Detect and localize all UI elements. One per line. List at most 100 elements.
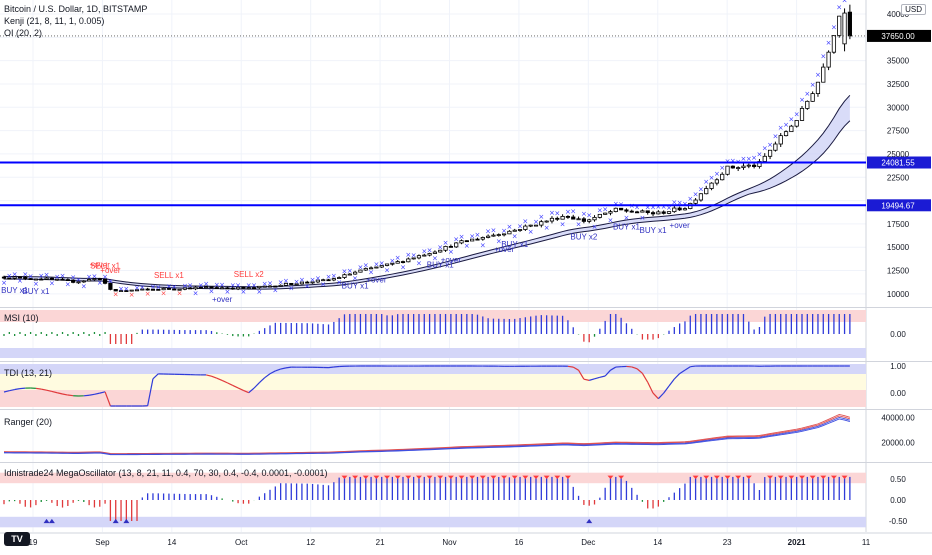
signal-label: SELL x1 [154, 271, 184, 280]
tdi-title[interactable]: TDI (13, 21) [4, 368, 52, 378]
kenji-marker: × [240, 288, 246, 296]
tradingview-logo[interactable]: TV [4, 532, 30, 546]
indicator-kenji-label[interactable]: Kenji (21, 8, 11, 1, 0.005) [4, 16, 104, 26]
candle-body [492, 235, 495, 236]
candle-body [417, 256, 420, 258]
candle-body [784, 132, 787, 136]
candle-body [545, 221, 548, 222]
candle-body [763, 156, 766, 161]
kenji-marker: × [794, 111, 800, 119]
price-tick-label: 17500 [887, 220, 910, 229]
candle-body [838, 16, 841, 35]
candle-body [752, 165, 755, 166]
candle-body [816, 82, 819, 93]
kenji-marker: × [187, 281, 193, 289]
signal-label: +over [100, 266, 121, 275]
candle-body [832, 36, 835, 53]
candle-body [481, 237, 484, 239]
symbol-title[interactable]: Bitcoin / U.S. Dollar, 1D, BITSTAMP [4, 4, 147, 14]
tdi-line-segment [68, 395, 73, 396]
time-tick-label: Oct [235, 538, 248, 547]
kenji-marker: × [161, 290, 167, 298]
kenji-marker: × [831, 23, 837, 31]
candle-body [811, 94, 814, 102]
candle-body [774, 144, 777, 150]
time-tick-label: 21 [376, 538, 385, 547]
candle-body [699, 194, 702, 200]
megaoscillator-title[interactable]: Idnistrade24 MegaOscillator (13, 8, 21, … [4, 468, 328, 478]
candle-body [673, 208, 676, 212]
time-tick-label: 16 [514, 538, 523, 547]
time-tick-label: 12 [306, 538, 315, 547]
time-tick-label: 14 [653, 538, 662, 547]
tdi-line-segment [626, 366, 631, 367]
currency-label[interactable]: USD [901, 4, 926, 15]
kenji-marker: × [512, 232, 518, 240]
kenji-marker: × [810, 81, 816, 89]
kenji-marker: × [560, 221, 566, 229]
kenji-marker: × [815, 71, 821, 79]
msi-title[interactable]: MSI (10) [4, 313, 39, 323]
level-price-text: 24081.55 [881, 159, 915, 168]
candle-body [588, 220, 591, 222]
ranger-title[interactable]: Ranger (20) [4, 417, 52, 427]
candle-body [460, 241, 463, 243]
kenji-marker: × [411, 252, 417, 260]
candle-body [476, 239, 479, 240]
mega-tick-label: 0.00 [890, 496, 906, 505]
time-tick-label: 2021 [788, 538, 806, 547]
level-price-text: 19494.67 [881, 201, 915, 210]
signal-label: +over [212, 295, 233, 304]
mega-tick-label: 0.50 [890, 475, 906, 484]
signal-label: BUY x1 [613, 222, 641, 231]
kenji-marker: × [177, 289, 183, 297]
kenji-marker: × [506, 223, 512, 231]
signal-label: +over [670, 221, 691, 230]
signal-label: BUY x1 [342, 282, 370, 291]
msi-tick-label: 0.00 [890, 330, 906, 339]
last-price-text: 37650.00 [881, 32, 915, 41]
candle-body [843, 13, 846, 44]
time-tick-label: 11 [862, 538, 871, 547]
kenji-marker: × [475, 231, 481, 239]
kenji-marker: × [804, 90, 810, 98]
signal-label: SELL x2 [234, 270, 264, 279]
kenji-marker: × [193, 290, 199, 298]
candle-body [630, 211, 633, 212]
signal-label: BUY x1 [22, 287, 50, 296]
candle-body [486, 236, 489, 237]
candle-body [694, 200, 697, 203]
candle-body [736, 168, 739, 169]
candle-body [540, 222, 543, 225]
candle-body [800, 108, 803, 120]
candle-body [593, 217, 596, 219]
candle-body [795, 120, 798, 126]
kenji-marker: × [44, 271, 50, 279]
signal-label: BUY x1 [427, 261, 455, 270]
ranger-tick-label: 40000.00 [881, 413, 915, 422]
kenji-marker: × [826, 39, 832, 47]
indicator-oi-label[interactable]: OI (20, 2) [4, 28, 42, 38]
kenji-marker: × [459, 233, 465, 241]
kenji-marker: × [576, 220, 582, 228]
candle-body [641, 211, 644, 212]
kenji-marker: × [554, 209, 560, 217]
tdi-line-segment [286, 367, 291, 368]
price-tick-label: 32500 [887, 80, 910, 89]
kenji-marker: × [427, 246, 433, 254]
tdi-line-segment [20, 388, 25, 389]
kenji-marker: × [820, 52, 826, 60]
tdi-yellow-zone [0, 374, 866, 390]
tdi-line-segment [690, 366, 695, 367]
candle-body [747, 165, 750, 166]
candle-body [385, 264, 388, 266]
kenji-marker: × [602, 205, 608, 213]
kenji-marker: × [256, 288, 262, 296]
price-tick-label: 35000 [887, 57, 910, 66]
price-tick-label: 25000 [887, 150, 910, 159]
kenji-marker: × [836, 4, 842, 12]
kenji-marker: × [491, 227, 497, 235]
candle-body [609, 212, 612, 214]
msi-blue-zone [0, 348, 866, 358]
candle-body [566, 216, 569, 217]
